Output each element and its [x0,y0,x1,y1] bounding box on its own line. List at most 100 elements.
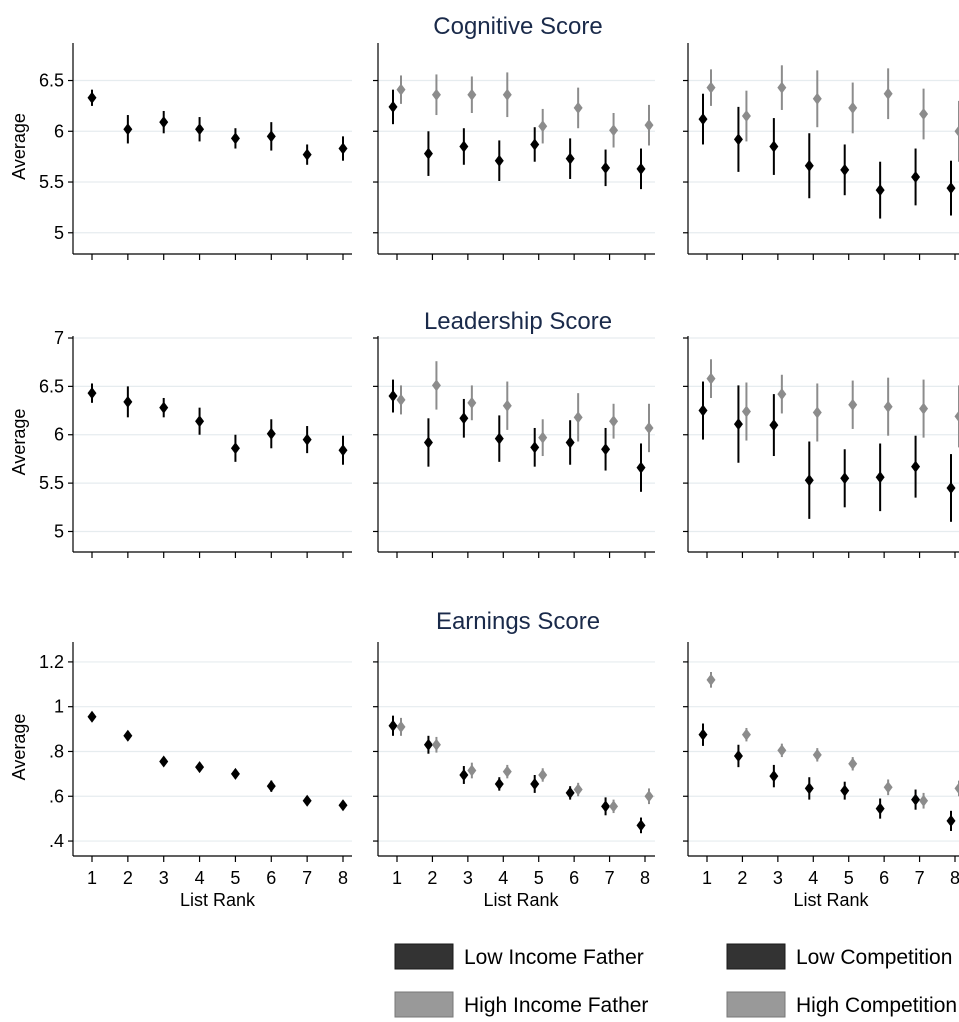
data-point [848,757,858,770]
data-point [388,100,398,113]
data-point [601,443,611,456]
data-point [396,393,406,406]
y-tick-label: 5.5 [39,473,64,493]
data-point [230,767,240,780]
series-high [396,72,654,148]
x-tick-label: 1 [392,868,402,888]
data-point [911,793,921,806]
chart-title: Cognitive Score [433,13,602,40]
data-point [530,441,540,454]
data-point [467,88,477,101]
data-point [423,436,433,449]
x-tick-label: 5 [844,868,854,888]
series-low [698,723,956,831]
data-point [911,460,921,473]
data-point [538,120,548,133]
data-point [123,395,133,408]
data-point [467,396,477,409]
data-point [946,182,956,195]
data-point [494,154,504,167]
data-point [644,119,654,132]
data-point [777,744,787,757]
chart-row: Earnings Score Average .4 .6 .8 1 1.2 1 2 3 4 5 6 7 8 L… [9,608,959,910]
data-point [741,110,751,123]
chart-panel: 1 2 3 4 5 6 7 8 List Rank [373,642,655,910]
series-low [388,379,646,492]
data-point [530,138,540,151]
data-point [302,794,312,807]
y-axis-title: Average [9,409,29,476]
y-tick-label: 6 [54,425,64,445]
data-point [338,444,348,457]
data-point [601,800,611,813]
data-point [919,402,929,415]
data-point [266,780,276,793]
data-point [388,390,398,403]
data-point [538,431,548,444]
series-high [706,359,959,448]
data-point [883,400,893,413]
data-point [195,761,205,774]
data-point [840,472,850,485]
data-point [423,738,433,751]
series-low [388,89,646,190]
x-tick-label: 8 [640,868,650,888]
data-point [87,387,97,400]
y-tick-label: 1.2 [39,652,64,672]
data-point [609,415,619,428]
data-point [159,401,169,414]
data-point [733,133,743,146]
data-point [266,130,276,143]
data-point [636,162,646,175]
data-point [467,764,477,777]
data-point [230,442,240,455]
series-all [87,710,348,812]
y-tick-label: 7 [54,328,64,348]
data-point [338,142,348,155]
legend-label-high: High Income Father [464,994,648,1017]
data-point [230,132,240,145]
data-point [777,388,787,401]
data-point [87,91,97,104]
y-axis-title: Average [9,113,29,180]
x-tick-label: 3 [463,868,473,888]
data-point [195,123,205,136]
chart-panel: .4 .6 .8 1 1.2 1 2 3 4 5 6 7 8 List Rank [39,642,352,910]
legend-label-low: Low Income Father [464,946,644,969]
data-point [954,125,959,138]
x-tick-label: 8 [338,868,348,888]
data-point [946,814,956,827]
series-high [396,361,654,457]
legend-swatch-high [394,991,454,1018]
data-point [875,471,885,484]
data-point [804,474,814,487]
chart-row: Leadership Score Average 5 5.5 6 6.5 7 [9,308,959,558]
series-low [388,715,646,834]
x-tick-label: 3 [159,868,169,888]
data-point [883,87,893,100]
x-tick-label: 4 [808,868,818,888]
data-point [302,433,312,446]
data-point [706,673,716,686]
data-point [911,170,921,183]
data-point [883,781,893,794]
data-point [565,436,575,449]
x-tick-label: 1 [702,868,712,888]
chart-panel: 5 5.5 6 6.5 7 [39,328,352,558]
data-point [388,719,398,732]
data-point [812,406,822,419]
data-point [698,404,708,417]
data-point [812,92,822,105]
chart-panel [683,43,959,260]
legend-swatch-low [726,943,786,970]
data-point [494,777,504,790]
x-tick-label: 2 [737,868,747,888]
x-tick-label: 7 [915,868,925,888]
data-point [573,783,583,796]
data-point [804,159,814,172]
data-point [538,768,548,781]
x-tick-label: 7 [605,868,615,888]
chart-title: Leadership Score [424,308,612,335]
x-tick-label: 1 [87,868,97,888]
